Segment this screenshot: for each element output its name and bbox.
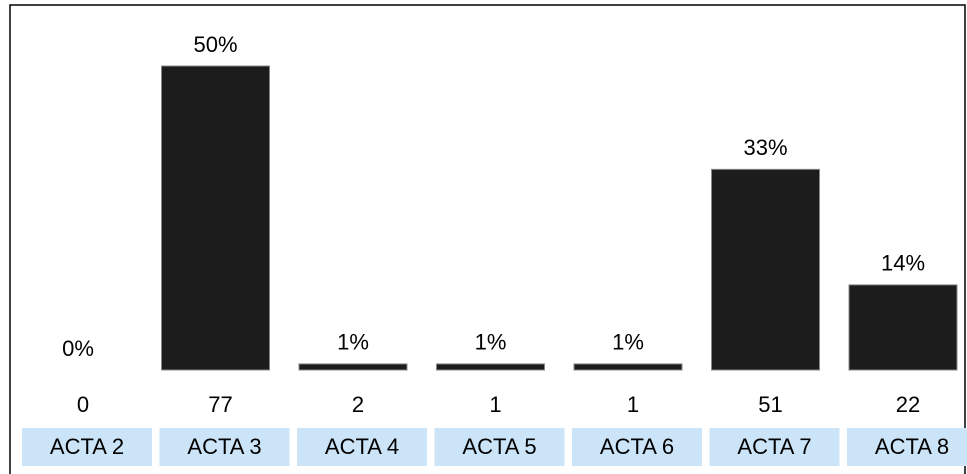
bar: [573, 363, 683, 371]
category-box: [847, 428, 967, 466]
count-label: 22: [896, 392, 920, 417]
category-label: ACTA 3: [187, 434, 261, 459]
chart-frame: [9, 4, 966, 474]
count-label: 1: [489, 392, 501, 417]
category-box: [709, 428, 840, 466]
value-label: 14%: [881, 251, 925, 276]
category-label: ACTA 2: [50, 434, 124, 459]
category-box: [434, 428, 565, 466]
category-label: ACTA 4: [325, 434, 399, 459]
category-box: [159, 428, 290, 466]
value-label: 0%: [62, 336, 94, 361]
value-label: 1%: [612, 330, 644, 355]
category-label: ACTA 6: [600, 434, 674, 459]
count-label: 2: [352, 392, 364, 417]
bar: [161, 65, 270, 371]
count-label: 1: [627, 392, 639, 417]
value-label: 50%: [193, 32, 237, 57]
category-label: ACTA 8: [875, 434, 949, 459]
category-label: ACTA 7: [737, 434, 811, 459]
value-label: 33%: [743, 135, 787, 160]
category-label: ACTA 5: [462, 434, 536, 459]
bar: [848, 284, 958, 371]
count-label: 51: [758, 392, 782, 417]
category-box: [572, 428, 702, 466]
count-label: 0: [77, 392, 89, 417]
value-label: 1%: [475, 330, 507, 355]
bar: [436, 363, 545, 371]
bar: [298, 363, 408, 371]
category-box: [297, 428, 427, 466]
count-label: 77: [208, 392, 232, 417]
category-box: [22, 428, 152, 466]
value-label: 1%: [337, 330, 369, 355]
bar: [711, 168, 820, 371]
